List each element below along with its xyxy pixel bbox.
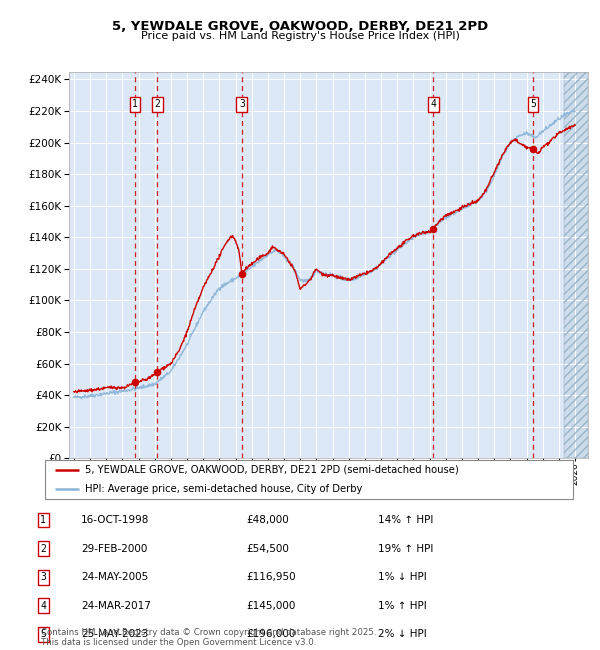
Text: 1% ↓ HPI: 1% ↓ HPI [378, 572, 427, 582]
Text: 4: 4 [40, 601, 46, 611]
Text: 29-FEB-2000: 29-FEB-2000 [81, 543, 148, 554]
Text: 24-MAR-2017: 24-MAR-2017 [81, 601, 151, 611]
Text: 1: 1 [40, 515, 46, 525]
Text: £116,950: £116,950 [246, 572, 296, 582]
Text: Price paid vs. HM Land Registry's House Price Index (HPI): Price paid vs. HM Land Registry's House … [140, 31, 460, 41]
Text: 1: 1 [132, 99, 138, 109]
Text: HPI: Average price, semi-detached house, City of Derby: HPI: Average price, semi-detached house,… [85, 484, 362, 495]
FancyBboxPatch shape [45, 460, 573, 499]
Text: 19% ↑ HPI: 19% ↑ HPI [378, 543, 433, 554]
Text: 24-MAY-2005: 24-MAY-2005 [81, 572, 148, 582]
Text: 3: 3 [40, 572, 46, 582]
Text: 5, YEWDALE GROVE, OAKWOOD, DERBY, DE21 2PD: 5, YEWDALE GROVE, OAKWOOD, DERBY, DE21 2… [112, 20, 488, 32]
Text: 2: 2 [40, 543, 46, 554]
Text: 4: 4 [430, 99, 436, 109]
Text: 2% ↓ HPI: 2% ↓ HPI [378, 629, 427, 640]
Text: 16-OCT-1998: 16-OCT-1998 [81, 515, 149, 525]
Bar [564, 72, 588, 458]
Text: £196,000: £196,000 [246, 629, 295, 640]
Text: 5, YEWDALE GROVE, OAKWOOD, DERBY, DE21 2PD (semi-detached house): 5, YEWDALE GROVE, OAKWOOD, DERBY, DE21 2… [85, 465, 458, 475]
Text: 5: 5 [40, 629, 46, 640]
Text: 25-MAY-2023: 25-MAY-2023 [81, 629, 148, 640]
Bar [564, 72, 588, 458]
Text: 3: 3 [239, 99, 245, 109]
Text: 1% ↑ HPI: 1% ↑ HPI [378, 601, 427, 611]
Text: 2: 2 [154, 99, 160, 109]
Text: Contains HM Land Registry data © Crown copyright and database right 2025.
This d: Contains HM Land Registry data © Crown c… [41, 628, 376, 647]
Text: 5: 5 [530, 99, 536, 109]
Text: £48,000: £48,000 [246, 515, 289, 525]
Text: 14% ↑ HPI: 14% ↑ HPI [378, 515, 433, 525]
Text: £54,500: £54,500 [246, 543, 289, 554]
Text: £145,000: £145,000 [246, 601, 295, 611]
